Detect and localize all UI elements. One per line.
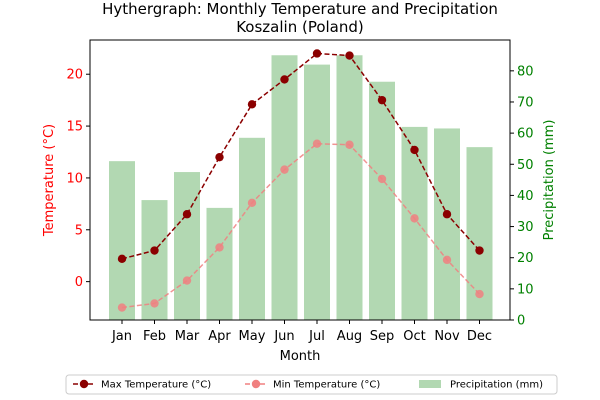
max-temp-point	[150, 246, 159, 255]
x-tick-label: Aug	[337, 329, 362, 344]
legend-precip-swatch	[419, 380, 441, 388]
min-temp-point	[215, 243, 224, 252]
min-temp-point	[442, 255, 452, 265]
precipitation-bar	[174, 172, 200, 320]
max-temp-point	[410, 145, 419, 155]
min-temp-point	[475, 289, 484, 299]
x-tick-label: Feb	[143, 329, 166, 344]
precipitation-bar	[336, 55, 363, 320]
x-tick-label: Dec	[467, 329, 492, 344]
left-tick-label: 0	[75, 275, 83, 290]
right-axis-ticks: 0 10 20 30 40 50 60 70 80	[510, 64, 534, 329]
max-temp-point	[117, 254, 127, 264]
min-temp-point	[182, 276, 192, 285]
precipitation-bar	[206, 207, 233, 320]
left-axis-ticks: 0 5 10 15 20	[66, 68, 90, 290]
right-tick-label: 80	[517, 64, 534, 79]
x-axis-label: Month	[280, 349, 321, 364]
precipitation-bar	[434, 128, 460, 320]
plot-frame	[89, 39, 511, 321]
left-tick-label: 20	[66, 68, 83, 83]
temperature-lines	[117, 49, 484, 312]
left-tick-label: 15	[66, 120, 83, 135]
chart-subtitle: Koszalin (Poland)	[236, 18, 364, 36]
legend: Max Temperature (°C) Min Temperature (°C)…	[65, 374, 558, 395]
precipitation-bar	[304, 64, 330, 320]
x-tick-label: Nov	[434, 329, 460, 344]
x-tick-label: Mar	[175, 329, 200, 344]
max-temp-point	[182, 210, 192, 219]
precipitation-bar	[401, 126, 428, 321]
legend-box	[65, 374, 558, 395]
min-temp-point	[410, 214, 419, 223]
precipitation-bar	[369, 81, 395, 320]
left-axis-label: Temperature (°C)	[42, 124, 57, 237]
min-temp-point	[117, 303, 127, 312]
legend-precip-label: Precipitation (mm)	[450, 380, 543, 391]
x-tick-label: Oct	[403, 329, 425, 344]
min-temp-point	[247, 198, 257, 208]
min-temp-point	[377, 174, 387, 184]
min-temp-point	[312, 139, 322, 148]
right-tick-label: 10	[517, 282, 534, 297]
x-tick-label: Jan	[111, 329, 132, 344]
right-tick-label: 40	[517, 189, 534, 204]
chart-title: Hythergraph: Monthly Temperature and Pre…	[102, 0, 498, 18]
x-tick-label: Apr	[208, 329, 231, 344]
left-tick-label: 5	[75, 223, 83, 238]
right-tick-label: 70	[517, 95, 534, 110]
right-tick-label: 0	[517, 314, 525, 329]
max-temp-point	[345, 51, 354, 60]
precipitation-bar	[271, 55, 298, 320]
max-temp-point	[312, 49, 322, 58]
precipitation-bars	[109, 55, 493, 321]
max-temp-point	[475, 246, 484, 255]
max-temp-point	[247, 100, 257, 109]
min-temp-line	[121, 142, 481, 309]
legend-max-temp-marker	[79, 379, 89, 389]
max-temp-point	[280, 75, 289, 84]
legend-min-temp-marker	[251, 379, 261, 389]
min-temp-point	[280, 165, 289, 174]
max-temp-line	[121, 52, 481, 260]
right-tick-label: 60	[517, 127, 534, 142]
x-tick-label: Jul	[308, 329, 325, 344]
x-axis-ticks: Jan Feb Mar Apr May Jun Jul Aug Sep Oct Nov Dec	[111, 320, 492, 344]
legend-min-temp-label: Min Temperature (°C)	[273, 380, 380, 391]
right-axis-label: Precipitation (mm)	[542, 120, 557, 241]
right-tick-label: 50	[517, 158, 534, 173]
left-tick-label: 10	[66, 171, 83, 186]
max-temp-point	[377, 95, 387, 105]
x-tick-label: May	[239, 329, 266, 344]
min-temp-point	[345, 140, 354, 149]
precipitation-bar	[109, 161, 135, 320]
precipitation-bar	[239, 137, 265, 320]
min-temp-point	[150, 299, 159, 308]
max-temp-point	[442, 210, 452, 219]
right-tick-label: 30	[517, 220, 534, 235]
x-tick-label: Jun	[273, 329, 294, 344]
max-temp-point	[215, 152, 224, 162]
x-tick-label: Sep	[370, 329, 395, 344]
legend-max-temp-label: Max Temperature (°C)	[101, 380, 211, 391]
right-tick-label: 20	[517, 251, 534, 266]
